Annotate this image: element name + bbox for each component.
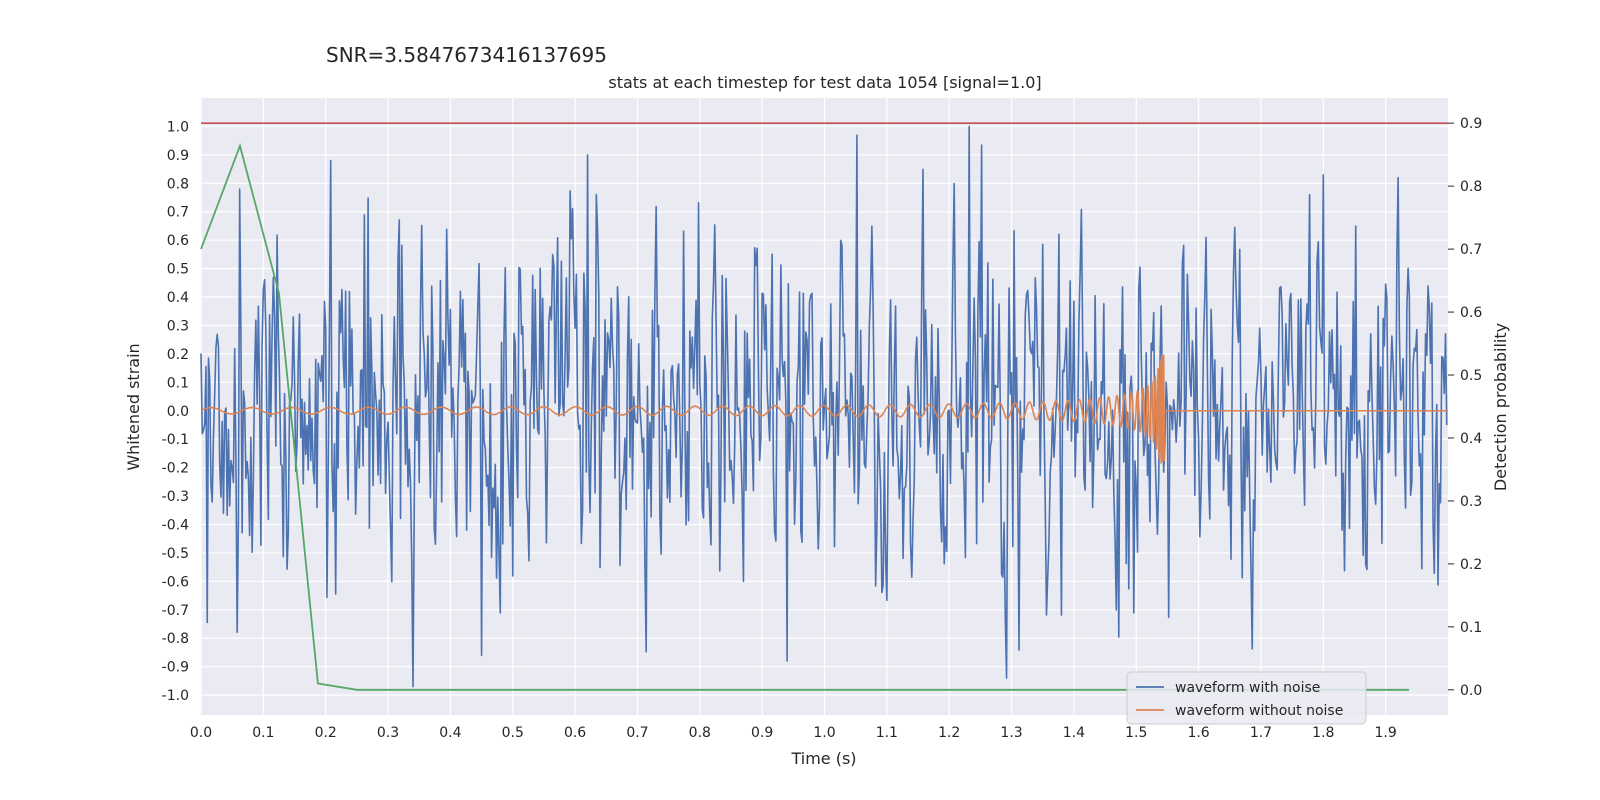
x-tick-label: 0.3 [377, 725, 399, 741]
y2-tick-label: 0.7 [1460, 242, 1482, 258]
snr-label: SNR=3.5847673416137695 [326, 43, 607, 67]
y2-tick-label: 0.5 [1460, 368, 1482, 384]
x-tick-label: 0.9 [751, 725, 773, 741]
y2-tick-label: 0.1 [1460, 620, 1482, 636]
y-tick-label: -0.7 [162, 603, 189, 619]
x-tick-label: 1.7 [1250, 725, 1272, 741]
x-tick-label: 1.8 [1312, 725, 1334, 741]
legend: waveform with noise waveform without nois… [1126, 671, 1367, 725]
x-tick-label: 1.0 [813, 725, 835, 741]
y-tick-label: 0.7 [167, 205, 189, 221]
x-tick-label: 1.9 [1375, 725, 1397, 741]
y2-tick-label: 0.4 [1460, 431, 1482, 447]
x-tick-label: 1.6 [1187, 725, 1209, 741]
y2-tick-label: 0.6 [1460, 305, 1482, 321]
y-tick-label: 0.0 [167, 404, 189, 420]
x-tick-label: 0.0 [190, 725, 212, 741]
y2-tick-label: 0.0 [1460, 683, 1482, 699]
legend-label: waveform without noise [1175, 703, 1343, 719]
y-tick-label: 0.8 [167, 176, 189, 192]
y-tick-label: -1.0 [162, 688, 189, 704]
y2-tick-label: 0.3 [1460, 494, 1482, 510]
y-tick-label: 0.5 [167, 262, 189, 278]
y-tick-label: 0.3 [167, 318, 189, 334]
y2-tick-label: 0.9 [1460, 116, 1482, 132]
y-axis-label: Whitened strain [124, 343, 143, 470]
x-tick-label: 1.5 [1125, 725, 1147, 741]
x-tick-label: 0.5 [502, 725, 524, 741]
y-tick-label: 0.2 [167, 347, 189, 363]
x-tick-label: 0.2 [315, 725, 337, 741]
y-tick-label: -0.6 [162, 574, 189, 590]
x-tick-label: 0.6 [564, 725, 586, 741]
y-tick-label: -0.1 [162, 432, 189, 448]
y-tick-label: -0.3 [162, 489, 189, 505]
series-line-waveform-without-noise [200, 354, 1448, 464]
y-tick-label: -0.2 [162, 461, 189, 477]
x-tick-label: 0.1 [252, 725, 274, 741]
chart-title: stats at each timestep for test data 105… [608, 73, 1041, 92]
y2-axis-label: Detection probability [1491, 323, 1510, 491]
y2-tick-label: 0.2 [1460, 557, 1482, 573]
y-tick-label: 0.1 [167, 375, 189, 391]
x-tick-label: 1.4 [1063, 725, 1085, 741]
x-tick-label: 0.7 [626, 725, 648, 741]
y-tick-label: 0.4 [167, 290, 189, 306]
y-tick-label: 0.9 [167, 148, 189, 164]
y-tick-label: -0.5 [162, 546, 189, 562]
y2-tick-label: 0.8 [1460, 179, 1482, 195]
y-tick-label: 1.0 [167, 119, 189, 135]
x-tick-label: 0.4 [439, 725, 461, 741]
y-tick-label: -0.8 [162, 631, 189, 647]
legend-box [1126, 671, 1367, 725]
x-tick-label: 0.8 [689, 725, 711, 741]
y-tick-label: 0.6 [167, 233, 189, 249]
x-tick-label: 1.1 [876, 725, 898, 741]
series-line-waveform-with-noise [200, 125, 1448, 688]
y-tick-label: -0.9 [162, 660, 189, 676]
legend-label: waveform with noise [1175, 680, 1320, 696]
x-tick-label: 1.3 [1000, 725, 1022, 741]
axes: 0.0 0.1 0.2 0.3 0.4 0.5 0.6 0.7 0.8 0.9 1.0 1.1 1.2 1… [162, 116, 1483, 741]
x-tick-label: 1.2 [938, 725, 960, 741]
y-tick-label: -0.4 [162, 517, 189, 533]
x-axis-label: Time (s) [790, 749, 856, 768]
